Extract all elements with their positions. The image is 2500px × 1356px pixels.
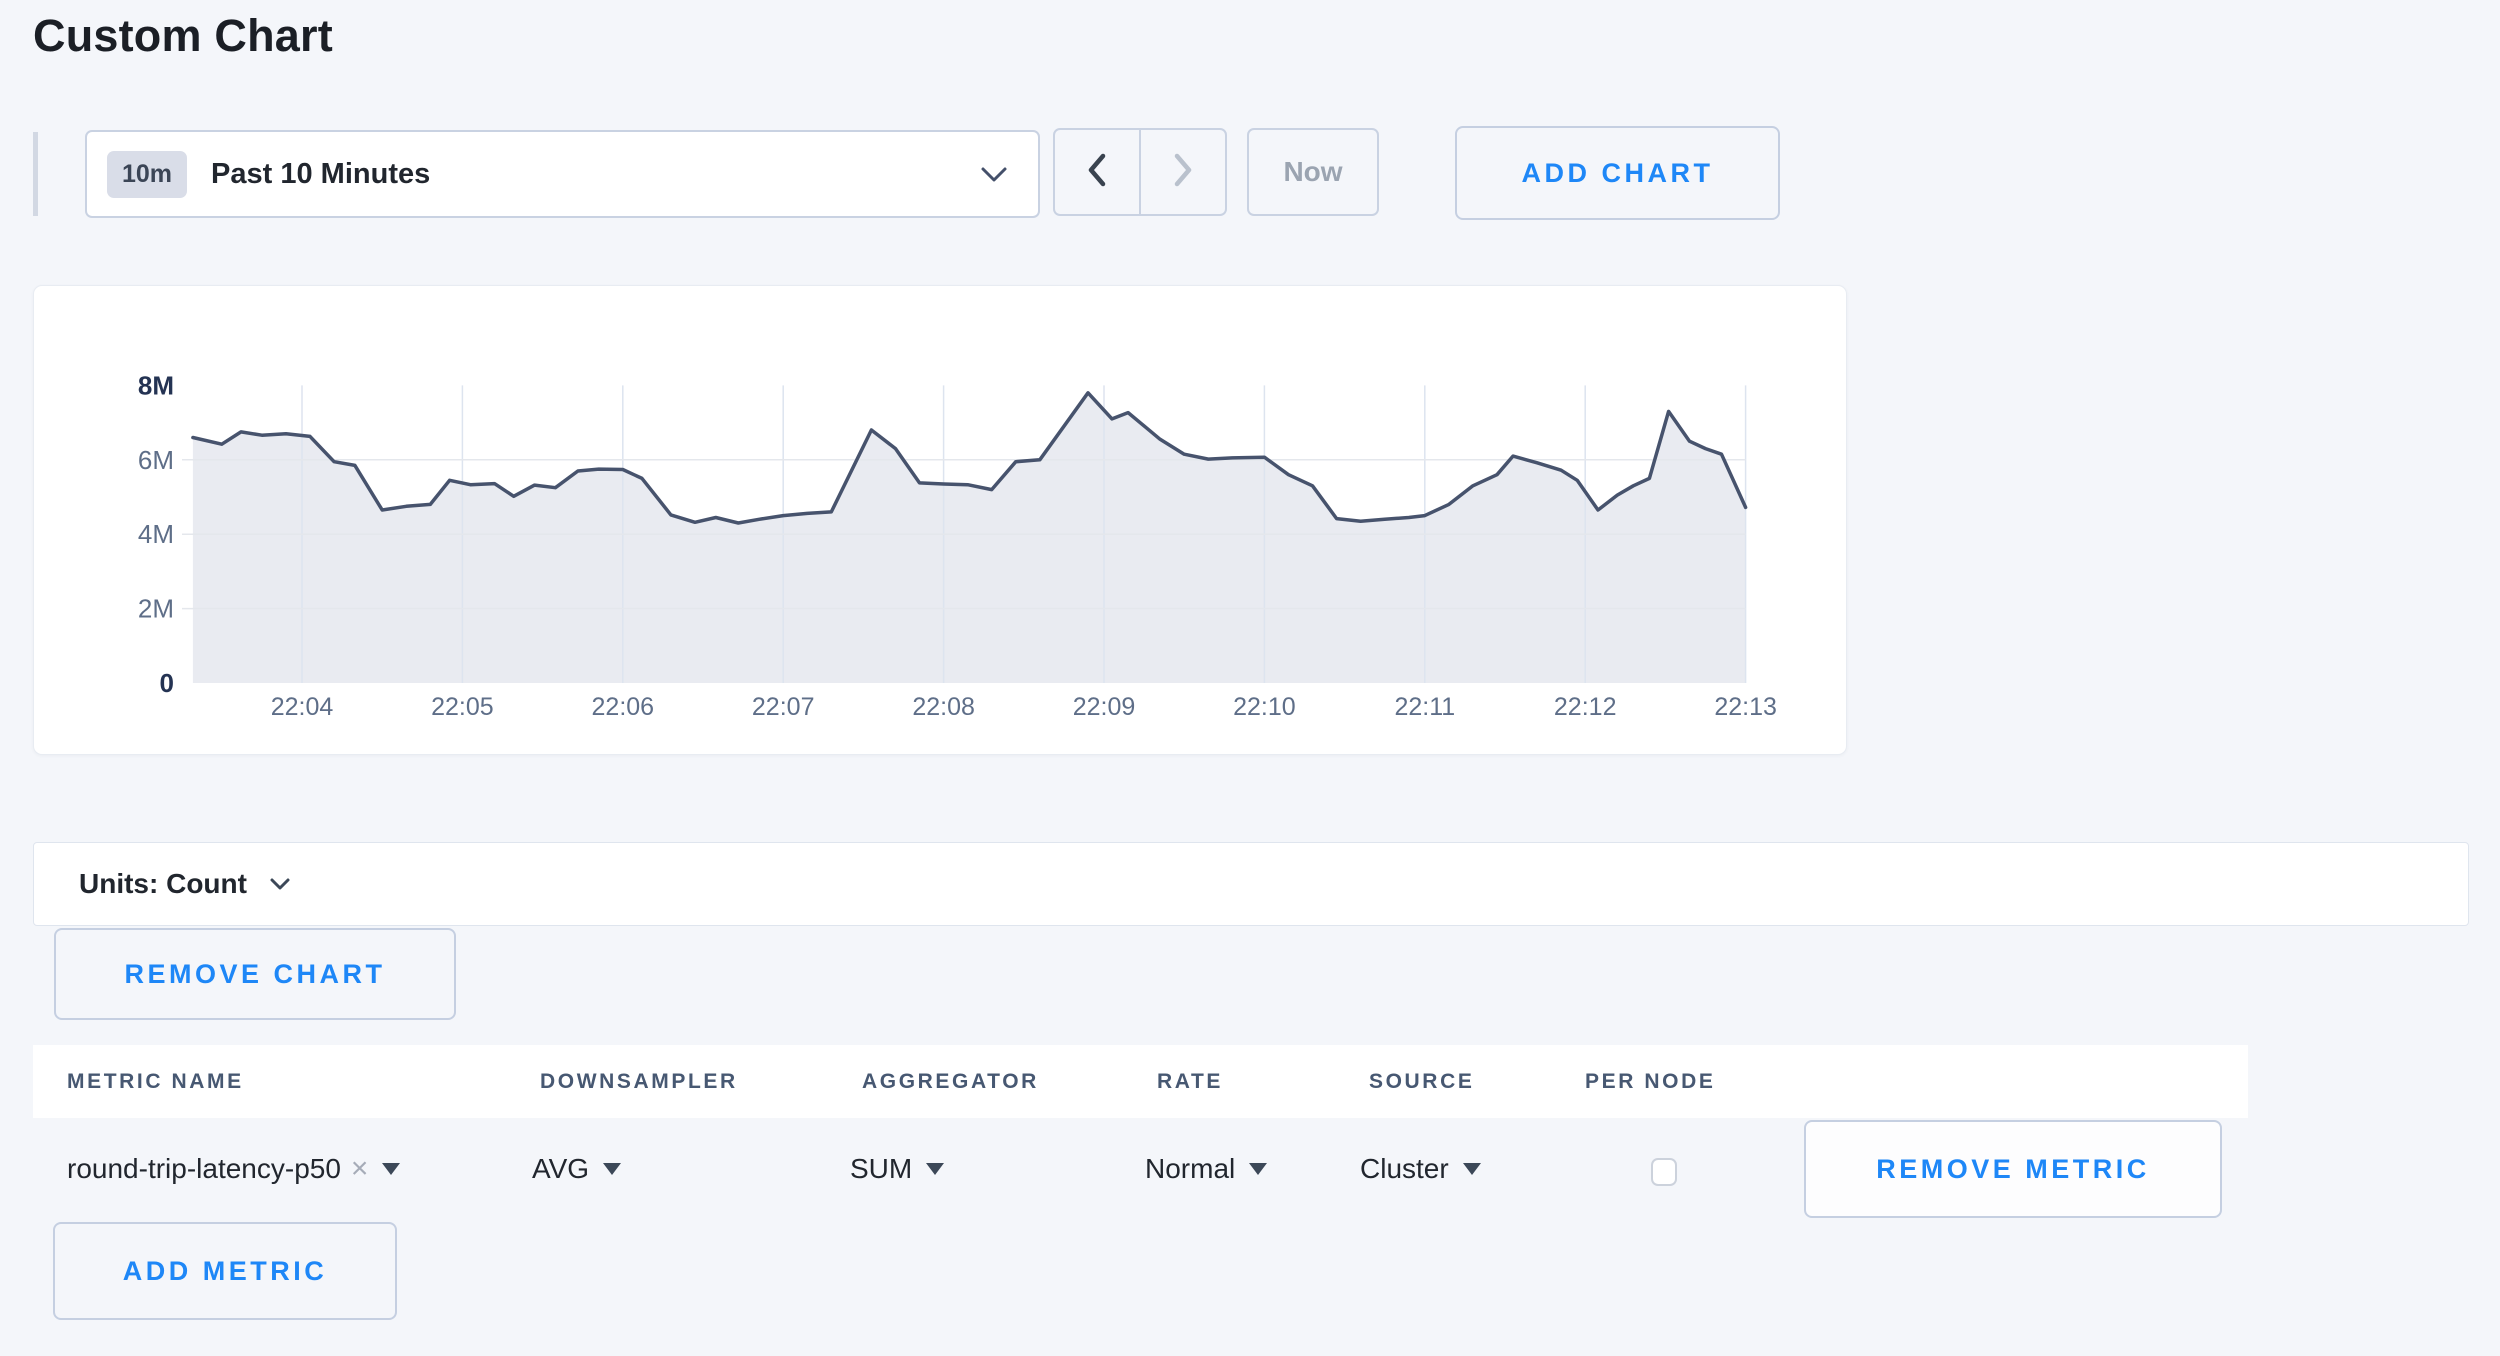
downsampler-value: AVG [532, 1153, 590, 1184]
caret-down-icon [926, 1163, 945, 1175]
header-rate: RATE [1157, 1070, 1224, 1093]
caret-down-icon [382, 1163, 401, 1175]
metrics-table-header: METRIC NAME DOWNSAMPLER AGGREGATOR RATE … [33, 1045, 2248, 1118]
per-node-checkbox[interactable] [1651, 1158, 1677, 1186]
remove-metric-tag-icon[interactable]: × [350, 1152, 369, 1185]
downsampler-dropdown[interactable]: AVG [532, 1118, 622, 1220]
svg-text:22:11: 22:11 [1394, 693, 1455, 721]
add-chart-button[interactable]: ADD CHART [1455, 126, 1780, 220]
time-window-badge: 10m [107, 150, 188, 198]
page-title: Custom Chart [33, 10, 333, 61]
chevron-left-icon [1086, 152, 1108, 193]
units-select[interactable]: Units: Count [33, 842, 2469, 926]
svg-text:22:09: 22:09 [1073, 693, 1136, 721]
time-row-accent-divider [33, 132, 38, 216]
svg-text:22:07: 22:07 [752, 693, 815, 721]
svg-text:6M: 6M [138, 445, 174, 475]
chart-card: 8M 6M 4M 2M 0 22:04 22:05 22:06 22:07 22:08 22:09 2… [33, 285, 1847, 755]
svg-text:22:12: 22:12 [1554, 693, 1617, 721]
header-downsampler: DOWNSAMPLER [540, 1070, 738, 1093]
source-dropdown[interactable]: Cluster [1360, 1118, 1481, 1220]
remove-metric-button[interactable]: REMOVE METRIC [1804, 1120, 2222, 1218]
header-metric-name: METRIC NAME [67, 1070, 244, 1093]
metric-name-value: round-trip-latency-p50 [67, 1153, 341, 1184]
caret-down-icon [1462, 1163, 1481, 1175]
metric-name-dropdown[interactable]: round-trip-latency-p50 × [67, 1118, 401, 1220]
svg-text:22:06: 22:06 [592, 693, 655, 721]
svg-text:8M: 8M [138, 370, 174, 400]
svg-text:0: 0 [160, 668, 174, 698]
chevron-down-icon [980, 166, 1008, 183]
header-source: SOURCE [1369, 1070, 1475, 1093]
rate-dropdown[interactable]: Normal [1145, 1118, 1268, 1220]
aggregator-value: SUM [850, 1153, 913, 1184]
svg-text:22:04: 22:04 [271, 693, 334, 721]
chevron-right-icon [1172, 152, 1194, 193]
prev-time-button[interactable] [1055, 130, 1139, 214]
caret-down-icon [1249, 1163, 1268, 1175]
now-button[interactable]: Now [1247, 128, 1379, 216]
metric-area-chart: 8M 6M 4M 2M 0 22:04 22:05 22:06 22:07 22:08 22:09 2… [138, 370, 1777, 721]
source-value: Cluster [1360, 1153, 1449, 1184]
svg-text:22:10: 22:10 [1233, 693, 1296, 721]
units-label: Units: Count [79, 868, 247, 899]
metric-row: round-trip-latency-p50 × AVG SUM Normal … [33, 1118, 2248, 1220]
svg-text:22:13: 22:13 [1714, 693, 1777, 721]
header-aggregator: AGGREGATOR [862, 1070, 1039, 1093]
chevron-down-icon [269, 877, 291, 891]
header-per-node: PER NODE [1585, 1070, 1716, 1093]
next-time-button[interactable] [1139, 130, 1225, 214]
rate-value: Normal [1145, 1153, 1236, 1184]
time-range-select[interactable]: 10m Past 10 Minutes [85, 130, 1040, 218]
svg-text:4M: 4M [138, 519, 174, 549]
time-range-label: Past 10 Minutes [211, 157, 431, 190]
remove-chart-button[interactable]: REMOVE CHART [54, 928, 456, 1020]
svg-text:22:08: 22:08 [912, 693, 975, 721]
svg-text:2M: 2M [138, 594, 174, 624]
caret-down-icon [603, 1163, 622, 1175]
add-metric-button[interactable]: ADD METRIC [53, 1222, 397, 1320]
aggregator-dropdown[interactable]: SUM [850, 1118, 945, 1220]
time-step-button-group [1053, 128, 1227, 216]
svg-text:22:05: 22:05 [431, 693, 494, 721]
